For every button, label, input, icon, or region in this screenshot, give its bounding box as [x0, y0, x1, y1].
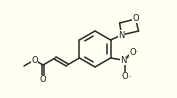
Text: -: -: [136, 49, 138, 54]
Text: +: +: [124, 54, 129, 59]
Text: O: O: [31, 55, 38, 64]
Text: N: N: [118, 30, 125, 39]
Text: N: N: [120, 55, 127, 64]
Text: O: O: [132, 14, 139, 23]
Text: -: -: [129, 74, 131, 79]
Text: O: O: [129, 48, 136, 57]
Text: O: O: [121, 72, 128, 81]
Text: O: O: [40, 75, 46, 84]
